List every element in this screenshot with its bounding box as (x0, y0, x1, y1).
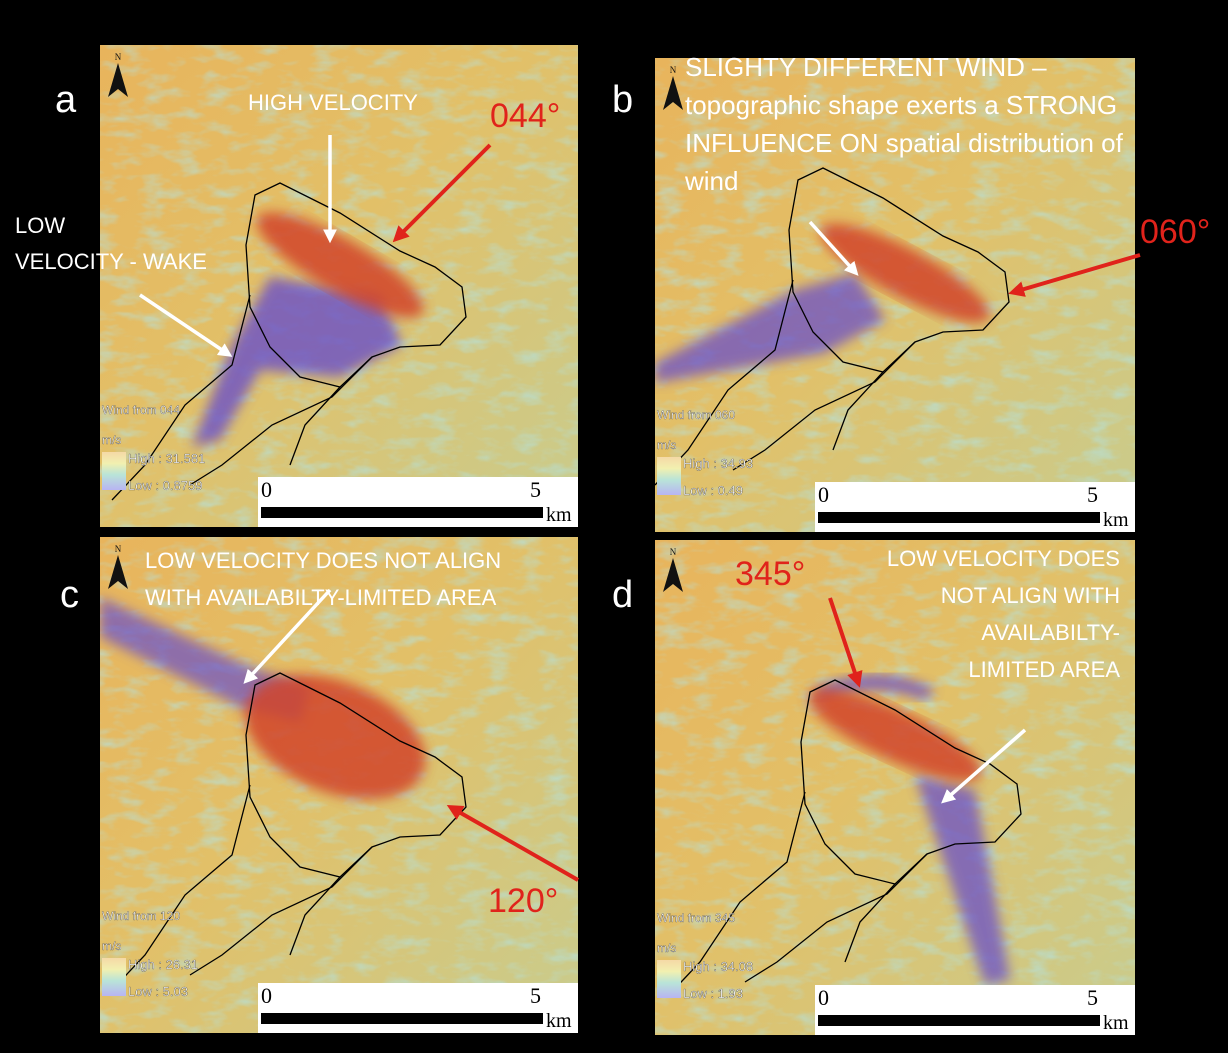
legend-unit: m/s (102, 939, 121, 953)
panel-letter: d (612, 574, 633, 616)
scale-bar (818, 1015, 1100, 1026)
scale-unit: km (1103, 1012, 1129, 1034)
legend-title: Wind from 044 (102, 403, 180, 417)
annotation: LOW VELOCITY DOES NOT ALIGN (145, 548, 501, 573)
annotation: wind (684, 166, 738, 196)
scale-end: 5 (1087, 985, 1098, 1010)
legend-high: High : 31.581 (128, 451, 205, 466)
figure: N Wind from 044 m/s High : 31.581 Low : 0.87… (0, 0, 1228, 1053)
legend-title: Wind from 060 (657, 408, 735, 422)
scale-start: 0 (261, 983, 272, 1008)
annotation: SLIGHTY DIFFERENT WIND – (685, 52, 1047, 82)
wind-direction: 345° (735, 555, 805, 593)
legend-high: High : 34.93 (683, 456, 753, 471)
annotation: LOW (15, 213, 65, 238)
annotation: INFLUENCE ON spatial distribution of (685, 128, 1124, 158)
scale-end: 5 (530, 477, 541, 502)
legend-unit: m/s (657, 941, 676, 955)
annotation: LIMITED AREA (968, 657, 1120, 682)
scale-bar (261, 507, 543, 518)
annotation: topographic shape exerts a STRONG (685, 90, 1117, 120)
scale-end: 5 (530, 983, 541, 1008)
legend-ramp (657, 457, 681, 495)
legend-high: High : 26.31 (128, 957, 198, 972)
annotation: NOT ALIGN WITH (941, 583, 1120, 608)
legend-ramp (102, 452, 126, 490)
legend-low: Low : 1.93 (683, 986, 743, 1001)
scale-unit: km (1103, 509, 1129, 531)
scale-bar (261, 1013, 543, 1024)
map-panel: N Wind from 345 m/s High : 34.08 Low : 1.93 0… (655, 540, 1135, 1035)
annotation: WITH AVAILABILTY-LIMITED AREA (145, 585, 497, 610)
annotation: VELOCITY - WAKE (15, 249, 207, 274)
legend-unit: m/s (657, 438, 676, 452)
north-label: N (670, 65, 677, 75)
legend-ramp (102, 958, 126, 996)
wind-direction: 060° (1140, 213, 1210, 251)
scale-unit: km (546, 504, 572, 526)
annotation: HIGH VELOCITY (248, 90, 418, 115)
panel-letter: a (55, 79, 77, 121)
annotation: LOW VELOCITY DOES (887, 546, 1120, 571)
legend-title: Wind from 120 (102, 909, 180, 923)
panel-letter: c (60, 574, 79, 616)
scale-start: 0 (261, 477, 272, 502)
legend-ramp (657, 960, 681, 998)
wind-direction: 120° (488, 882, 558, 920)
north-label: N (115, 52, 122, 62)
legend-low: Low : 0.49 (683, 483, 743, 498)
north-label: N (670, 547, 677, 557)
panel-letter: b (612, 79, 633, 121)
legend-low: Low : 5.03 (128, 984, 188, 999)
legend-high: High : 34.08 (683, 959, 753, 974)
annotation: AVAILABILTY- (981, 620, 1120, 645)
scale-unit: km (546, 1010, 572, 1032)
wind-direction: 044° (490, 97, 560, 135)
north-label: N (115, 544, 122, 554)
legend-title: Wind from 345 (657, 911, 735, 925)
map-panel: N Wind from 120 m/s High : 26.31 Low : 5.03 0… (100, 537, 578, 1033)
scale-end: 5 (1087, 482, 1098, 507)
legend-unit: m/s (102, 433, 121, 447)
scale-start: 0 (818, 985, 829, 1010)
scale-start: 0 (818, 482, 829, 507)
legend-low: Low : 0.8759 (128, 478, 202, 493)
scale-bar (818, 512, 1100, 523)
